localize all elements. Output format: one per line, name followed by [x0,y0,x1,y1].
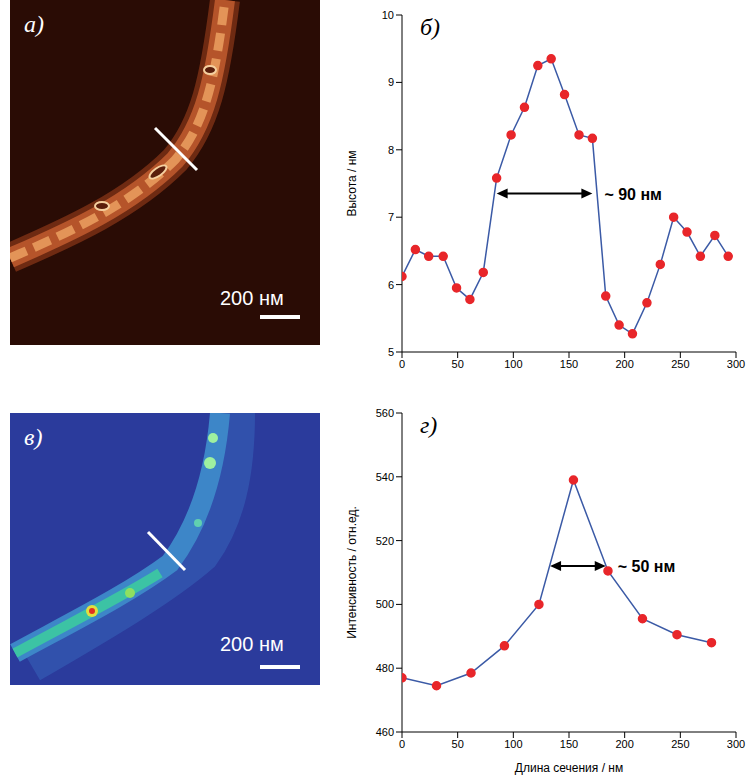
svg-text:150: 150 [560,358,578,370]
svg-text:250: 250 [671,358,689,370]
svg-text:~ 50 нм: ~ 50 нм [618,558,676,575]
svg-text:7: 7 [388,211,394,223]
svg-text:5: 5 [388,346,394,358]
svg-text:9: 9 [388,76,394,88]
svg-text:0: 0 [399,358,405,370]
svg-text:в): в) [24,424,42,450]
svg-text:50: 50 [452,738,464,750]
svg-text:200 нм: 200 нм [220,633,284,655]
svg-text:Длина сечения / нм: Длина сечения / нм [515,761,623,775]
svg-text:~ 90 нм: ~ 90 нм [604,186,662,203]
svg-text:8: 8 [388,144,394,156]
svg-text:0: 0 [399,738,405,750]
svg-text:а): а) [24,11,44,37]
svg-text:100: 100 [504,738,522,750]
svg-text:200: 200 [615,358,633,370]
svg-text:150: 150 [560,738,578,750]
svg-text:300: 300 [727,358,745,370]
html-text:б): б) [420,14,441,40]
svg-text:460: 460 [376,726,394,738]
svg-text:10: 10 [382,9,394,21]
svg-text:50: 50 [452,358,464,370]
svg-text:250: 250 [671,738,689,750]
svg-text:Высота / нм: Высота / нм [345,150,359,216]
svg-text:540: 540 [376,471,394,483]
svg-text:6: 6 [388,279,394,291]
svg-text:520: 520 [376,535,394,547]
svg-text:480: 480 [376,662,394,674]
svg-text:560: 560 [376,407,394,419]
svg-text:Интенсивность / отн.ед.: Интенсивность / отн.ед. [345,506,359,639]
svg-text:100: 100 [504,358,522,370]
html-text:г): г) [420,412,438,438]
svg-text:500: 500 [376,598,394,610]
svg-text:200 нм: 200 нм [220,287,284,309]
svg-text:200: 200 [615,738,633,750]
svg-text:300: 300 [727,738,745,750]
